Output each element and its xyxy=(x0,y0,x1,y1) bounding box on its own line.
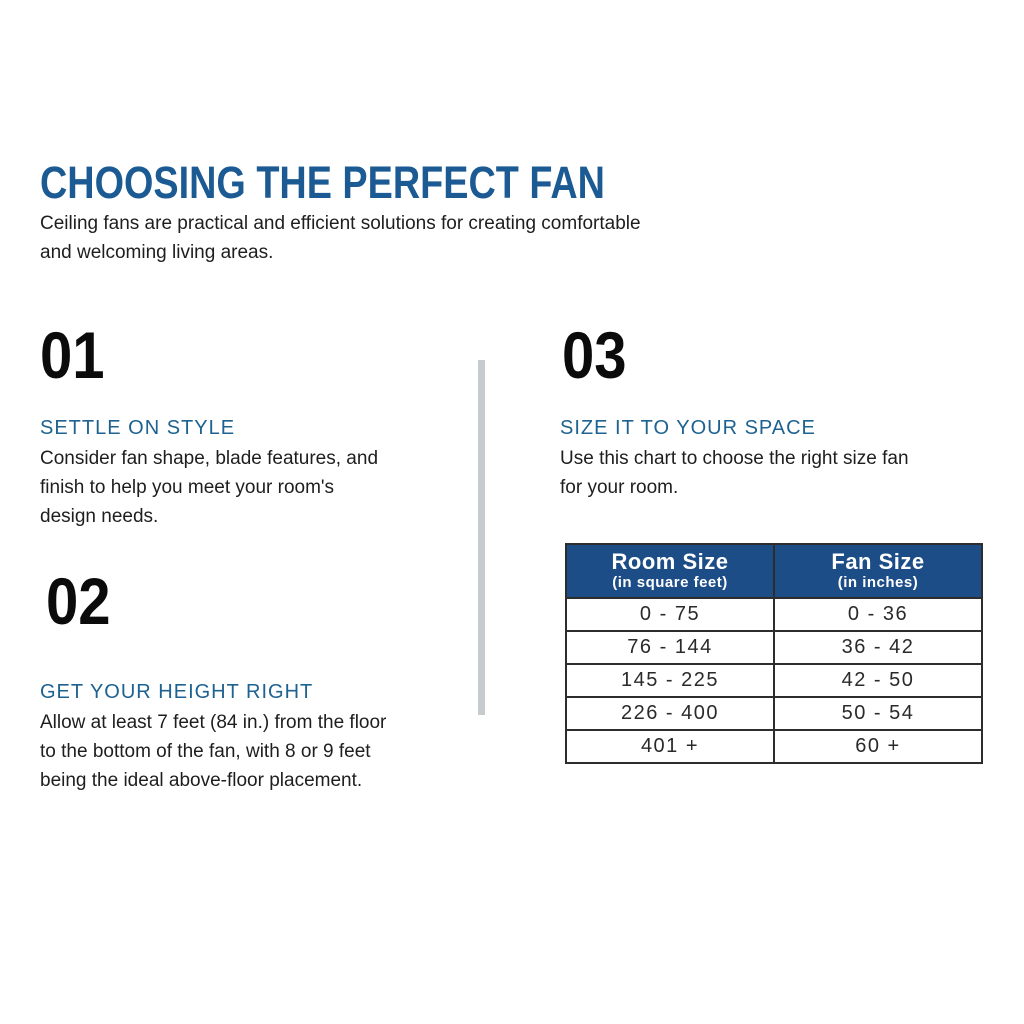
fan-size-column-header: Fan Size (in inches) xyxy=(773,543,983,599)
room-size-column-unit: (in square feet) xyxy=(612,573,728,591)
room-size-cell: 226 - 400 xyxy=(565,696,775,731)
section-01-number: 01 xyxy=(40,318,105,392)
room-size-cell: 145 - 225 xyxy=(565,663,775,698)
table-row: 0 - 75 0 - 36 xyxy=(565,597,983,632)
table-row: 401 + 60 + xyxy=(565,729,983,764)
section-03-body: Use this chart to choose the right size … xyxy=(560,448,909,498)
room-size-column-title: Room Size xyxy=(611,548,729,574)
vertical-divider xyxy=(478,360,485,715)
fan-size-cell: 0 - 36 xyxy=(773,597,983,632)
table-header-row: Room Size (in square feet) Fan Size (in … xyxy=(565,543,983,599)
fan-size-column-title: Fan Size xyxy=(831,548,925,574)
fan-size-cell: 50 - 54 xyxy=(773,696,983,731)
fan-size-cell: 36 - 42 xyxy=(773,630,983,665)
section-03-heading: SIZE IT TO YOUR SPACE xyxy=(560,417,816,439)
page-subtitle: Ceiling fans are practical and efficient… xyxy=(40,213,641,263)
room-size-cell: 401 + xyxy=(565,729,775,764)
fan-size-table: Room Size (in square feet) Fan Size (in … xyxy=(565,543,983,764)
table-row: 76 - 144 36 - 42 xyxy=(565,630,983,665)
fan-size-column-unit: (in inches) xyxy=(837,573,919,591)
fan-size-cell: 60 + xyxy=(773,729,983,764)
fan-size-cell: 42 - 50 xyxy=(773,663,983,698)
section-02-heading: GET YOUR HEIGHT RIGHT xyxy=(40,681,314,703)
table-row: 226 - 400 50 - 54 xyxy=(565,696,983,731)
page-title: CHOOSING THE PERFECT FAN xyxy=(40,157,605,208)
section-02-number: 02 xyxy=(46,564,111,638)
section-01-heading: SETTLE ON STYLE xyxy=(40,417,236,439)
section-02-body: Allow at least 7 feet (84 in.) from the … xyxy=(40,712,387,791)
section-03-number: 03 xyxy=(562,318,627,392)
room-size-cell: 76 - 144 xyxy=(565,630,775,665)
table-row: 145 - 225 42 - 50 xyxy=(565,663,983,698)
section-01-body: Consider fan shape, blade features, and … xyxy=(40,448,379,527)
room-size-column-header: Room Size (in square feet) xyxy=(565,543,775,599)
room-size-cell: 0 - 75 xyxy=(565,597,775,632)
